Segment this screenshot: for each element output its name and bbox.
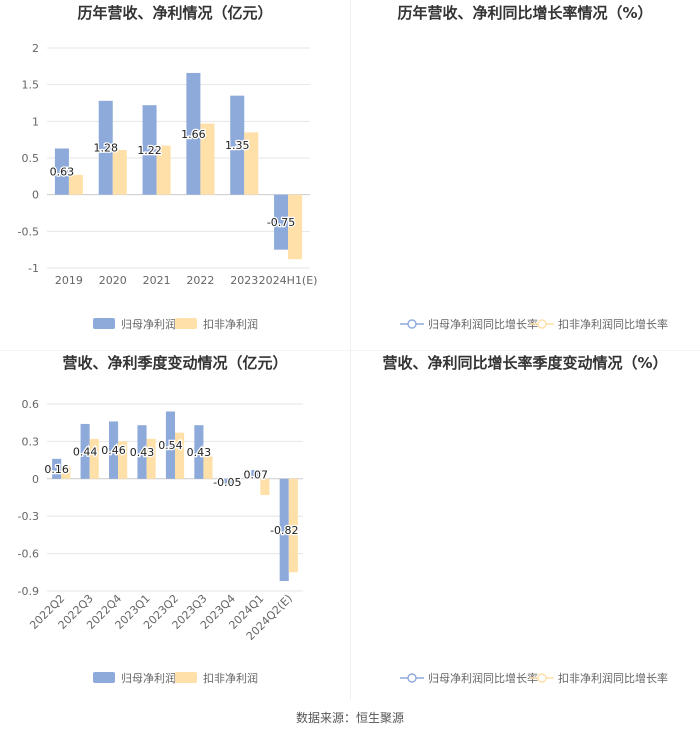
- chart-svg: 营收、净利同比增长率季度变动情况（%）8006004002000-200-400…: [382, 354, 668, 685]
- bar-primary: [251, 470, 261, 479]
- y-tick-label: -0.3: [18, 510, 39, 523]
- bar-secondary: [288, 478, 298, 573]
- bar-secondary: [231, 478, 241, 482]
- legend-swatch: [175, 672, 197, 683]
- horizontal-divider: [0, 350, 700, 351]
- legend: 归母净利润同比增长率 扣非净利润同比增长率: [400, 317, 668, 331]
- annual-growth-line-chart: 历年营收、净利同比增长率情况（%）2001000-100-200-3002019…: [350, 0, 700, 350]
- bar-primary: [279, 478, 289, 582]
- bar-secondary: [244, 132, 259, 195]
- x-tick-label: 2020: [99, 274, 127, 287]
- chart-title: 历年营收、净利同比增长率情况（%）: [397, 4, 652, 22]
- legend: 归母净利润 扣非净利润: [93, 317, 258, 331]
- data-label: 1.66: [181, 128, 206, 141]
- data-label: 0.07: [244, 468, 269, 481]
- legend-label: 归母净利润同比增长率: [428, 671, 538, 685]
- data-label: 1.35: [225, 139, 250, 152]
- y-tick-label: 0.5: [22, 152, 40, 165]
- y-tick-label: -0.6: [18, 548, 39, 561]
- chart-title: 营收、净利季度变动情况（亿元）: [62, 354, 287, 372]
- bar-secondary: [156, 145, 171, 195]
- legend-label: 扣非净利润同比增长率: [558, 671, 668, 685]
- x-tick-label: 2024H1(E): [259, 274, 318, 287]
- y-tick-label: 0.6: [22, 398, 40, 411]
- data-label: -0.82: [270, 524, 298, 537]
- data-label: 1.22: [137, 144, 162, 157]
- data-label: 1.28: [93, 142, 118, 155]
- bar-secondary: [288, 194, 303, 260]
- bar-secondary: [112, 149, 127, 195]
- quarterly-profit-bar-chart: 营收、净利季度变动情况（亿元） 0.6 0.3 0 -0.3 -0.6 -0.9 2022Q2…: [0, 350, 350, 700]
- bar-secondary: [260, 478, 270, 496]
- bar-primary: [80, 423, 90, 479]
- y-tick-label: -0.5: [18, 225, 39, 238]
- bar-primary: [222, 478, 232, 486]
- data-source: 数据来源：恒生聚源: [295, 711, 404, 725]
- data-label: -0.05: [213, 476, 241, 489]
- chart-svg: 历年营收、净利情况（亿元） 2 1.5 1 0.5 0 -0.5 -1 2019 2020 2021…: [18, 4, 318, 331]
- x-tick-label: 2021: [143, 274, 171, 287]
- legend-marker: [407, 319, 417, 329]
- bar-primary: [274, 194, 289, 250]
- x-tick-label: 2023: [230, 274, 258, 287]
- data-label: 0.16: [44, 463, 69, 476]
- bar-primary: [137, 425, 147, 479]
- bar-secondary: [68, 174, 83, 195]
- quarterly-growth-line-chart: 营收、净利同比增长率季度变动情况（%）8006004002000-200-400…: [350, 350, 700, 700]
- y-tick-label: 2: [32, 42, 39, 55]
- legend-label: 归母净利润同比增长率: [428, 317, 538, 331]
- legend-label: 归母净利润: [121, 671, 176, 685]
- y-tick-label: 0: [32, 473, 39, 486]
- y-tick-label: -1: [28, 262, 39, 275]
- legend-marker: [537, 673, 547, 683]
- chart-svg: 历年营收、净利同比增长率情况（%）2001000-100-200-3002019…: [397, 4, 668, 331]
- bar-primary: [54, 148, 69, 195]
- legend-label: 扣非净利润: [203, 317, 258, 331]
- legend-label: 扣非净利润同比增长率: [558, 317, 668, 331]
- legend-swatch: [93, 318, 115, 329]
- bar-secondary: [118, 441, 128, 479]
- legend: 归母净利润 扣非净利润: [93, 671, 258, 685]
- data-label: 0.43: [130, 446, 155, 459]
- bar-secondary: [89, 438, 99, 479]
- bar-primary: [109, 421, 119, 479]
- bar-primary: [194, 425, 204, 479]
- legend-swatch: [175, 318, 197, 329]
- legend-label: 归母净利润: [121, 317, 176, 331]
- data-label: 0.63: [50, 166, 75, 179]
- bar-primary: [98, 100, 113, 195]
- data-label: 0.46: [101, 444, 126, 457]
- chart-title: 历年营收、净利情况（亿元）: [77, 4, 272, 22]
- y-tick-label: 1: [32, 115, 39, 128]
- data-label: 0.43: [187, 446, 212, 459]
- legend: 归母净利润同比增长率 扣非净利润同比增长率: [400, 671, 668, 685]
- annual-profit-bar-chart: 历年营收、净利情况（亿元） 2 1.5 1 0.5 0 -0.5 -1 2019 2020 2021…: [0, 0, 350, 350]
- chart-svg: 营收、净利季度变动情况（亿元）0.60.30-0.3-0.6-0.92022Q2…: [18, 354, 303, 685]
- y-tick-label: -0.9: [18, 585, 39, 598]
- legend-label: 扣非净利润: [203, 671, 258, 685]
- legend-swatch: [93, 672, 115, 683]
- bar-primary: [230, 95, 245, 195]
- y-tick-label: 0: [32, 189, 39, 202]
- data-label: -0.75: [267, 216, 295, 229]
- bar-secondary: [175, 432, 185, 479]
- bar-secondary: [146, 438, 156, 479]
- bar-secondary: [200, 123, 215, 195]
- y-tick-label: 0.3: [22, 435, 40, 448]
- chart-title: 营收、净利同比增长率季度变动情况（%）: [382, 354, 667, 372]
- legend-marker: [407, 673, 417, 683]
- data-label: 0.44: [73, 445, 98, 458]
- bar-primary: [142, 105, 157, 195]
- bar-secondary: [203, 456, 213, 479]
- bar-primary: [165, 411, 175, 479]
- x-tick-label: 2022: [186, 274, 214, 287]
- y-tick-label: 1.5: [22, 79, 40, 92]
- bar-primary: [186, 72, 201, 195]
- legend-marker: [537, 319, 547, 329]
- x-tick-label: 2019: [55, 274, 83, 287]
- bar-primary: [52, 458, 62, 479]
- data-label: 0.54: [158, 439, 183, 452]
- bar-secondary: [61, 466, 71, 479]
